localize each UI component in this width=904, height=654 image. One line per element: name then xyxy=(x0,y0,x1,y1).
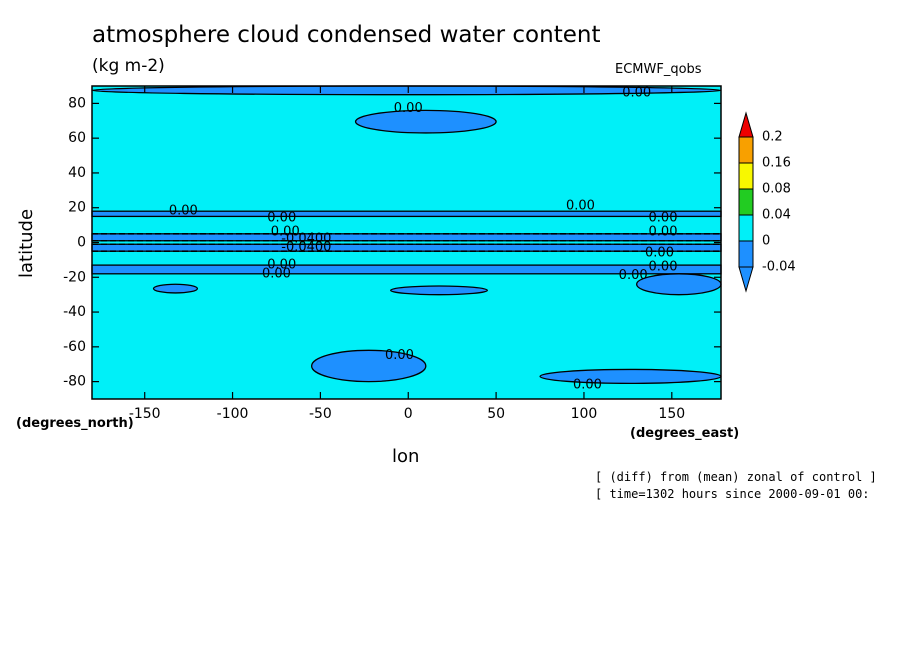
colorbar-label-0: 0.2 xyxy=(762,130,783,145)
x-tick-label-2: -50 xyxy=(309,406,332,422)
colorbar-label-5: -0.04 xyxy=(762,260,796,275)
contour-label-14: 0.00 xyxy=(619,268,648,283)
contour-label-7: 0.00 xyxy=(649,225,678,240)
y-axis-label: latitude xyxy=(16,208,37,278)
x-tick-label-3: 0 xyxy=(404,406,413,422)
contour-patch-4 xyxy=(390,285,488,296)
contour-label-5: 0.00 xyxy=(649,211,678,226)
contour-patch-2 xyxy=(539,368,722,384)
contour-label-15: 0.00 xyxy=(385,348,414,363)
colorbar-label-1: 0.16 xyxy=(762,156,791,171)
note-line-2: [ time=1302 hours since 2000-09-01 00: xyxy=(595,487,870,501)
colorbar-segment-2 xyxy=(738,188,754,216)
colorbar-segment-3 xyxy=(738,214,754,242)
colorbar-label-2: 0.08 xyxy=(762,182,791,197)
contour-label-8: -0.0400 xyxy=(281,232,331,247)
contour-label-11: 0.00 xyxy=(267,258,296,273)
contour-band-2 xyxy=(91,243,722,252)
chart-title: atmosphere cloud condensed water content xyxy=(92,22,601,48)
contour-patch-0 xyxy=(354,109,497,134)
contour-label-16: 0.00 xyxy=(573,378,602,393)
chart-units: (kg m-2) xyxy=(92,56,165,76)
contour-patch-5 xyxy=(152,283,199,294)
contour-label-12: 0.00 xyxy=(649,259,678,274)
contour-patch-6 xyxy=(636,273,722,296)
contour-label-10: 0.00 xyxy=(645,245,674,260)
contour-label-6: 0.00 xyxy=(271,225,300,240)
y-tick-label-1: -60 xyxy=(63,339,86,355)
x-tick-label-1: -100 xyxy=(217,406,249,422)
x-axis-units: (degrees_east) xyxy=(630,426,740,441)
contour-label-3: 0.00 xyxy=(566,198,595,213)
contour-label-2: 0.00 xyxy=(169,204,198,219)
contour-band-1 xyxy=(91,233,722,242)
colorbar-segment-1 xyxy=(738,162,754,190)
y-tick-label-8: 80 xyxy=(68,95,86,111)
contour-label-1: 0.00 xyxy=(622,85,651,100)
y-tick-label-5: 20 xyxy=(68,200,86,216)
y-tick-label-0: -80 xyxy=(63,374,86,390)
x-tick-label-5: 100 xyxy=(571,406,598,422)
y-tick-label-4: 0 xyxy=(77,235,86,251)
colorbar-segment-4 xyxy=(738,240,754,268)
x-tick-label-6: 150 xyxy=(658,406,685,422)
y-axis-units: (degrees_north) xyxy=(16,416,134,431)
contour-label-0: 0.00 xyxy=(394,101,423,116)
contour-label-4: 0.00 xyxy=(267,211,296,226)
y-tick-label-6: 40 xyxy=(68,165,86,181)
plot-background xyxy=(92,86,721,399)
contour-label-13: 0.00 xyxy=(262,266,291,281)
colorbar-segment-0 xyxy=(738,136,754,164)
colorbar-label-4: 0 xyxy=(762,234,770,249)
contour-patch-1 xyxy=(310,349,427,383)
x-axis-label: lon xyxy=(392,446,420,467)
colorbar-bottom-arrow xyxy=(738,266,754,293)
x-tick-label-4: 50 xyxy=(487,406,505,422)
colorbar-label-3: 0.04 xyxy=(762,208,791,223)
y-tick-label-7: 60 xyxy=(68,130,86,146)
x-tick-label-0: -150 xyxy=(129,406,161,422)
contour-label-9: -0.0400 xyxy=(281,240,331,255)
data-source-label: ECMWF_qobs xyxy=(615,62,702,77)
note-line-1: [ (diff) from (mean) zonal of control ] xyxy=(595,470,877,484)
y-tick-label-2: -40 xyxy=(63,304,86,320)
y-tick-label-3: -20 xyxy=(63,269,86,285)
colorbar-top-arrow xyxy=(738,111,754,138)
